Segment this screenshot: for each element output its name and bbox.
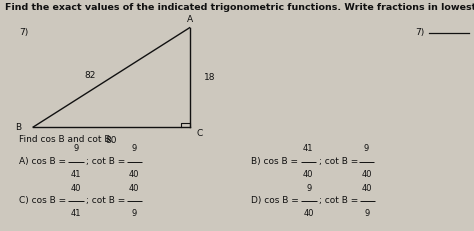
Text: 82: 82 xyxy=(84,71,96,79)
Text: 9: 9 xyxy=(364,145,369,153)
Text: 7): 7) xyxy=(415,28,424,37)
Text: B: B xyxy=(15,123,21,131)
Text: C) cos B =: C) cos B = xyxy=(19,197,69,205)
Text: 40: 40 xyxy=(361,170,372,179)
Text: 9: 9 xyxy=(73,145,79,153)
Text: ; cot B =: ; cot B = xyxy=(86,197,128,205)
Text: 41: 41 xyxy=(71,170,81,179)
Text: 40: 40 xyxy=(129,184,139,193)
Text: 41: 41 xyxy=(303,145,313,153)
Text: D) cos B =: D) cos B = xyxy=(251,197,302,205)
Text: 9: 9 xyxy=(132,209,137,218)
Text: ; cot B =: ; cot B = xyxy=(319,197,362,205)
Text: 80: 80 xyxy=(106,136,117,145)
Text: 40: 40 xyxy=(303,170,313,179)
Text: B) cos B =: B) cos B = xyxy=(251,157,301,166)
Text: A) cos B =: A) cos B = xyxy=(19,157,69,166)
Text: Find the exact values of the indicated trigonometric functions. Write fractions : Find the exact values of the indicated t… xyxy=(5,3,474,12)
Text: ; cot B =: ; cot B = xyxy=(86,157,128,166)
Text: 9: 9 xyxy=(306,184,311,193)
Text: Find cos B and cot B.: Find cos B and cot B. xyxy=(19,135,113,144)
Text: 40: 40 xyxy=(71,184,82,193)
Text: C: C xyxy=(197,129,203,138)
Text: 40: 40 xyxy=(129,170,139,179)
Text: A: A xyxy=(187,15,192,24)
Text: 7): 7) xyxy=(19,28,28,37)
Text: 40: 40 xyxy=(304,209,314,218)
Text: 9: 9 xyxy=(132,145,137,153)
Text: 18: 18 xyxy=(204,73,215,82)
Text: ; cot B =: ; cot B = xyxy=(319,157,361,166)
Text: 9: 9 xyxy=(365,209,370,218)
Text: 41: 41 xyxy=(71,209,82,218)
Text: 40: 40 xyxy=(362,184,373,193)
